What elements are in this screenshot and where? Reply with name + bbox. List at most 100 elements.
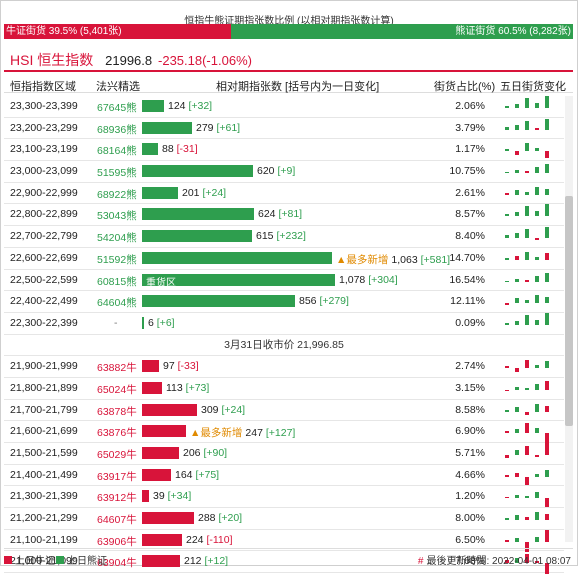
share-pct-cell: 3.79% <box>455 121 485 134</box>
mini-bar <box>505 389 509 391</box>
table-row[interactable]: 23,100-23,199 68164熊 88 [-31] 1.17% <box>4 139 564 162</box>
quantity-change: [+20] <box>218 512 243 525</box>
quantity-change: [+90] <box>203 447 228 459</box>
five-day-change-chart <box>501 272 551 290</box>
mini-bar <box>535 492 539 499</box>
mini-bar <box>525 229 529 239</box>
quantity-value: 97 <box>163 360 178 373</box>
mini-bar <box>535 383 539 390</box>
warrant-code-link[interactable]: 60815熊 <box>97 275 137 288</box>
mini-bar <box>545 433 549 446</box>
five-day-change-chart <box>501 529 551 552</box>
warrant-code-link[interactable]: 63876牛 <box>97 427 137 440</box>
quantity-bar <box>142 165 253 178</box>
quantity-bar <box>142 381 162 394</box>
mini-bar <box>515 212 519 217</box>
table-row[interactable]: 22,300-22,399 - 6 [+6] 0.09% <box>4 312 564 335</box>
warrant-code-link[interactable]: 68936熊 <box>97 123 137 136</box>
five-day-change-chart <box>501 312 551 333</box>
table-row[interactable]: 22,400-22,499 64604熊 856 [+279] 12.11% <box>4 291 564 313</box>
range-cell: 21,900-21,999 <box>10 360 78 373</box>
share-pct-cell: 8.58% <box>455 403 485 416</box>
range-cell: 23,100-23,199 <box>10 143 78 156</box>
legend-bull: 上日牛证 <box>4 552 55 567</box>
quantity-change: [+279] <box>319 295 349 308</box>
warrant-code-link[interactable]: 65029牛 <box>97 449 137 461</box>
five-day-change-chart <box>501 227 551 246</box>
mini-bar <box>505 192 509 195</box>
table-row[interactable]: 21,500-21,599 65029牛 206 [+90] 5.71% <box>4 443 564 465</box>
warrant-code-link[interactable]: 64604熊 <box>97 297 137 310</box>
warrant-code-link[interactable]: 63906牛 <box>97 535 137 548</box>
warrant-code-link[interactable]: 63912牛 <box>97 492 137 505</box>
table-row[interactable]: 21,100-21,199 63906牛 224 [-110] 6.50% <box>4 529 564 552</box>
five-day-change-chart <box>501 490 551 508</box>
legend-bear: 上日熊证 <box>56 552 107 567</box>
warrant-code-link[interactable]: 51592熊 <box>97 253 137 266</box>
table-row[interactable]: 22,800-22,899 53043熊 624 [+81] 8.57% <box>4 204 564 227</box>
mini-bar <box>505 455 509 458</box>
mini-bar <box>505 322 509 325</box>
table-row[interactable]: 22,500-22,599 60815熊 重货区 1,078 [+304] 16.54% <box>4 270 564 292</box>
table-row[interactable]: 23,300-23,399 67645熊 124 [+32] 2.06% <box>4 96 564 118</box>
warrant-code-link[interactable]: 53043熊 <box>97 210 137 223</box>
warrant-code-link[interactable]: 63882牛 <box>97 362 137 375</box>
table-row[interactable]: 21,900-21,999 63882牛 97 [-33] 2.74% <box>4 356 564 378</box>
share-pct-cell: 14.70% <box>449 251 485 264</box>
mini-bar <box>515 255 519 260</box>
quantity-bar <box>142 555 180 568</box>
mini-bar <box>535 275 539 282</box>
header-divider <box>4 70 573 72</box>
table-row[interactable]: 21,600-21,699 63876牛 ▲最多新增 247 [+127] 6.90% <box>4 421 564 446</box>
table-row[interactable]: 21,300-21,399 63912牛 39 [+34] 1.20% <box>4 486 564 509</box>
warrant-code-link[interactable]: 64607牛 <box>97 514 137 527</box>
quantity-change: [+81] <box>278 208 303 221</box>
header-mini: 五日街货变化 <box>500 81 566 93</box>
quantity-bar <box>142 403 197 416</box>
warrant-code-link[interactable]: 68922熊 <box>97 188 137 201</box>
quantity-change: [+73] <box>185 381 210 394</box>
warrant-code-link[interactable]: 68164熊 <box>97 145 137 158</box>
warrant-code-link[interactable]: 67645熊 <box>97 102 137 114</box>
share-pct-cell: 5.71% <box>455 447 485 459</box>
warrant-code-link[interactable]: 63917牛 <box>97 470 137 483</box>
mini-bar <box>515 151 519 156</box>
mini-bar <box>545 529 549 542</box>
scrollbar-thumb[interactable] <box>565 196 573 426</box>
five-day-change-chart <box>501 403 551 420</box>
updated-text: 最後更新時間: 2022-04-01 08:07 <box>426 556 571 567</box>
mini-bar <box>535 403 539 412</box>
index-change: -235.18(-1.06%) <box>158 53 252 68</box>
table-row[interactable]: 21,200-21,299 64607牛 288 [+20] 8.00% <box>4 508 564 530</box>
share-pct-cell: 1.17% <box>455 143 485 156</box>
share-pct-cell: 7.68% <box>455 555 485 568</box>
quantity-label: 615 [+232] <box>256 230 306 242</box>
table-row[interactable]: 22,900-22,999 68922熊 201 [+24] 2.61% <box>4 183 564 205</box>
mini-bar <box>515 495 519 499</box>
table-row[interactable]: 21,800-21,899 65024牛 113 [+73] 3.15% <box>4 378 564 400</box>
quantity-label: 113 [+73] <box>166 382 209 394</box>
table-row[interactable]: 22,600-22,699 51592熊 ▲最多新增 1,063 [+581] 14.7… <box>4 248 564 270</box>
mini-bar <box>515 515 519 521</box>
warrant-code-link[interactable]: 54204熊 <box>97 232 137 245</box>
warrant-code-link[interactable]: 65024牛 <box>97 383 137 396</box>
warrant-code-link[interactable]: 63878牛 <box>97 405 137 418</box>
quantity-label: 97 [-33] <box>163 360 199 372</box>
table-row[interactable]: 22,700-22,799 54204熊 615 [+232] 8.40% <box>4 226 564 248</box>
quantity-label: 1,078 [+304] <box>339 274 398 286</box>
mini-bar <box>505 214 509 217</box>
table-row[interactable]: 21,400-21,499 63917牛 164 [+75] 4.66% <box>4 465 564 487</box>
mini-bar <box>525 423 529 434</box>
five-day-change-chart <box>501 118 551 138</box>
mini-bar <box>505 126 509 130</box>
mini-bar <box>545 151 549 159</box>
mini-bar <box>535 536 539 542</box>
quantity-label: 124 [+32] <box>168 100 212 112</box>
table-scrollbar[interactable] <box>565 96 573 542</box>
ratio-title: 恒指牛熊证期指张数比例 (以相对期指张数计算) <box>184 16 394 27</box>
table-row[interactable]: 23,200-23,299 68936熊 279 [+61] 3.79% <box>4 118 564 140</box>
warrant-code-link[interactable]: 51595熊 <box>97 167 137 180</box>
table-row[interactable]: 21,700-21,799 63878牛 309 [+24] 8.58% <box>4 400 564 422</box>
table-row[interactable]: 23,000-23,099 51595熊 620 [+9] 10.75% <box>4 161 564 183</box>
mini-bar <box>515 298 519 304</box>
